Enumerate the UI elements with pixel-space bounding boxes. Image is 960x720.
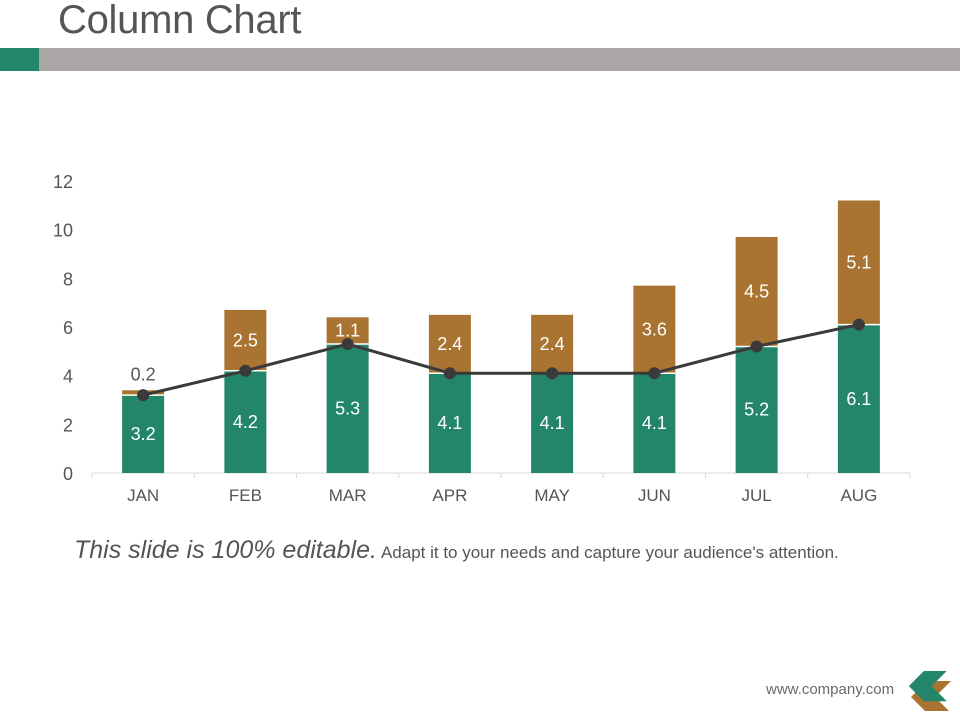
data-label-series1: 5.2 (744, 400, 769, 420)
line-marker (648, 367, 661, 380)
line-marker (546, 367, 559, 380)
data-label-series2: 3.6 (642, 319, 667, 339)
bar-series1 (224, 370, 267, 473)
bar-series1 (531, 373, 574, 473)
header-accent-bar (0, 48, 39, 71)
y-tick-label: 2 (63, 415, 73, 435)
line-marker (852, 318, 865, 331)
data-label-series2: 5.1 (846, 253, 871, 273)
y-tick-label: 0 (63, 464, 73, 484)
x-tick-label: MAR (329, 486, 367, 505)
bar-series1 (735, 346, 778, 473)
data-label-series1: 4.2 (233, 412, 258, 432)
bar-series2 (633, 285, 676, 374)
bar-series1 (122, 395, 165, 473)
y-tick-label: 8 (63, 269, 73, 289)
data-label-series1: 4.1 (437, 413, 462, 433)
x-tick-label: JUN (638, 486, 671, 505)
line-marker (341, 338, 354, 351)
line-marker (239, 364, 252, 377)
data-label-series2: 1.1 (335, 321, 360, 341)
data-label-series2: 2.5 (233, 330, 258, 350)
line-marker (443, 367, 456, 380)
bar-series2 (224, 309, 267, 371)
line-marker (137, 389, 150, 402)
x-tick-label: AUG (840, 486, 877, 505)
x-tick-label: JUL (742, 486, 772, 505)
data-label-series1: 5.3 (335, 399, 360, 419)
bar-series2 (837, 200, 880, 325)
page-title: Column Chart (58, 0, 302, 42)
data-label-series1: 4.1 (642, 413, 667, 433)
data-label-series2: 0.2 (131, 364, 156, 384)
bar-series1 (633, 373, 676, 473)
header-divider-bar (39, 48, 960, 71)
caption-body: Adapt it to your needs and capture your … (380, 543, 839, 562)
x-tick-label: JAN (127, 486, 159, 505)
y-tick-label: 10 (53, 221, 73, 241)
column-chart: 0 2 4 6 8 10 12 3.2 0.2 JAN 4.2 2.5 FEB 5.3 1.1 MAR 4.1 2… (53, 172, 911, 505)
data-label-series2: 4.5 (744, 282, 769, 302)
bar-series2 (428, 314, 471, 374)
bar-series1 (428, 373, 471, 473)
data-label-series2: 2.4 (540, 334, 565, 354)
caption: This slide is 100% editable. Adapt it to … (74, 536, 839, 565)
y-tick-label: 4 (63, 367, 73, 387)
x-tick-label: MAY (534, 486, 570, 505)
data-label-series1: 3.2 (131, 424, 156, 444)
data-label-series2: 2.4 (437, 334, 462, 354)
y-tick-label: 6 (63, 318, 73, 338)
line-marker (750, 340, 763, 353)
line-series (142, 323, 860, 397)
caption-lead: This slide is 100% editable. (74, 536, 377, 564)
bar-series2 (531, 314, 574, 374)
x-tick-label: APR (432, 486, 467, 505)
data-label-series1: 6.1 (846, 389, 871, 409)
y-tick-label: 12 (53, 172, 73, 192)
bar-series2 (735, 236, 778, 347)
bar-series1 (326, 344, 369, 473)
footer-url: www.company.com (766, 681, 895, 698)
x-tick-label: FEB (229, 486, 262, 505)
chevron-left-icon (908, 671, 951, 711)
data-label-series1: 4.1 (540, 413, 565, 433)
bar-series1 (837, 324, 880, 473)
